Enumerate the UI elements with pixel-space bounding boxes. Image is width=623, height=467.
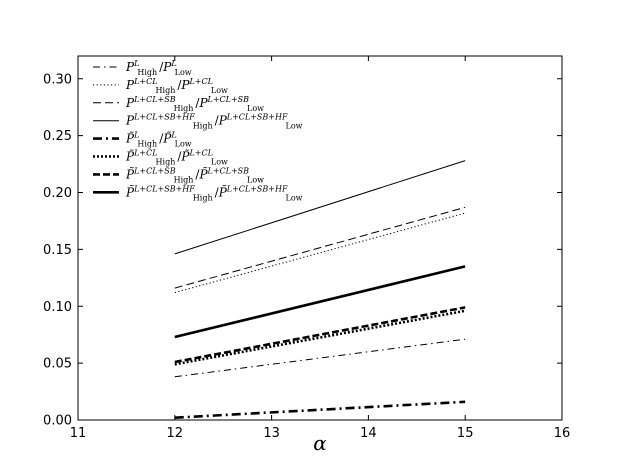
series-line-3 xyxy=(174,206,466,289)
x-axis-label: α xyxy=(313,431,327,455)
legend-label-8: P̃L+CL+SB+HF High/P̃L+CL+SB+HF Low xyxy=(125,184,303,202)
plot-frame xyxy=(77,55,563,421)
plot-area xyxy=(78,56,562,420)
legend-label-3: PL+CL+SB High/PL+CL+SB Low xyxy=(125,95,264,113)
series-line-4 xyxy=(174,160,466,255)
x-tick-label: 14 xyxy=(360,426,377,441)
y-tick-label: 0.20 xyxy=(43,186,72,201)
y-tick-label: 0.30 xyxy=(43,72,72,87)
x-tick-label: 11 xyxy=(70,426,87,441)
y-tick-label: 0.05 xyxy=(43,357,72,372)
series-line-5 xyxy=(174,400,466,419)
x-tick-label: 13 xyxy=(263,426,280,441)
legend-label-5: P̃L High/P̃L Low xyxy=(125,130,192,148)
legend-label-2: PL+CL High/PL+CL Low xyxy=(125,77,228,95)
series-line-6 xyxy=(174,309,466,366)
legend-label-6: P̃L+CL High/P̃L+CL Low xyxy=(125,148,228,166)
y-tick-label: 0.15 xyxy=(43,243,72,258)
legend-label-7: P̃L+CL+SB High/P̃L+CL+SB Low xyxy=(125,166,264,184)
y-tick-label: 0.25 xyxy=(43,129,72,144)
x-tick-label: 12 xyxy=(167,426,184,441)
x-tick-label: 15 xyxy=(457,426,474,441)
series-line-8 xyxy=(174,265,466,339)
legend-label-4: PL+CL+SB+HF High/PL+CL+SB+HF Low xyxy=(125,113,303,131)
y-tick-label: 0.10 xyxy=(43,300,72,315)
legend-label-1: PL High/PL Low xyxy=(125,59,192,77)
series-layer xyxy=(174,160,466,419)
y-tick-label: 0.00 xyxy=(43,414,72,429)
x-tick-label: 16 xyxy=(554,426,571,441)
series-line-7 xyxy=(174,306,466,364)
